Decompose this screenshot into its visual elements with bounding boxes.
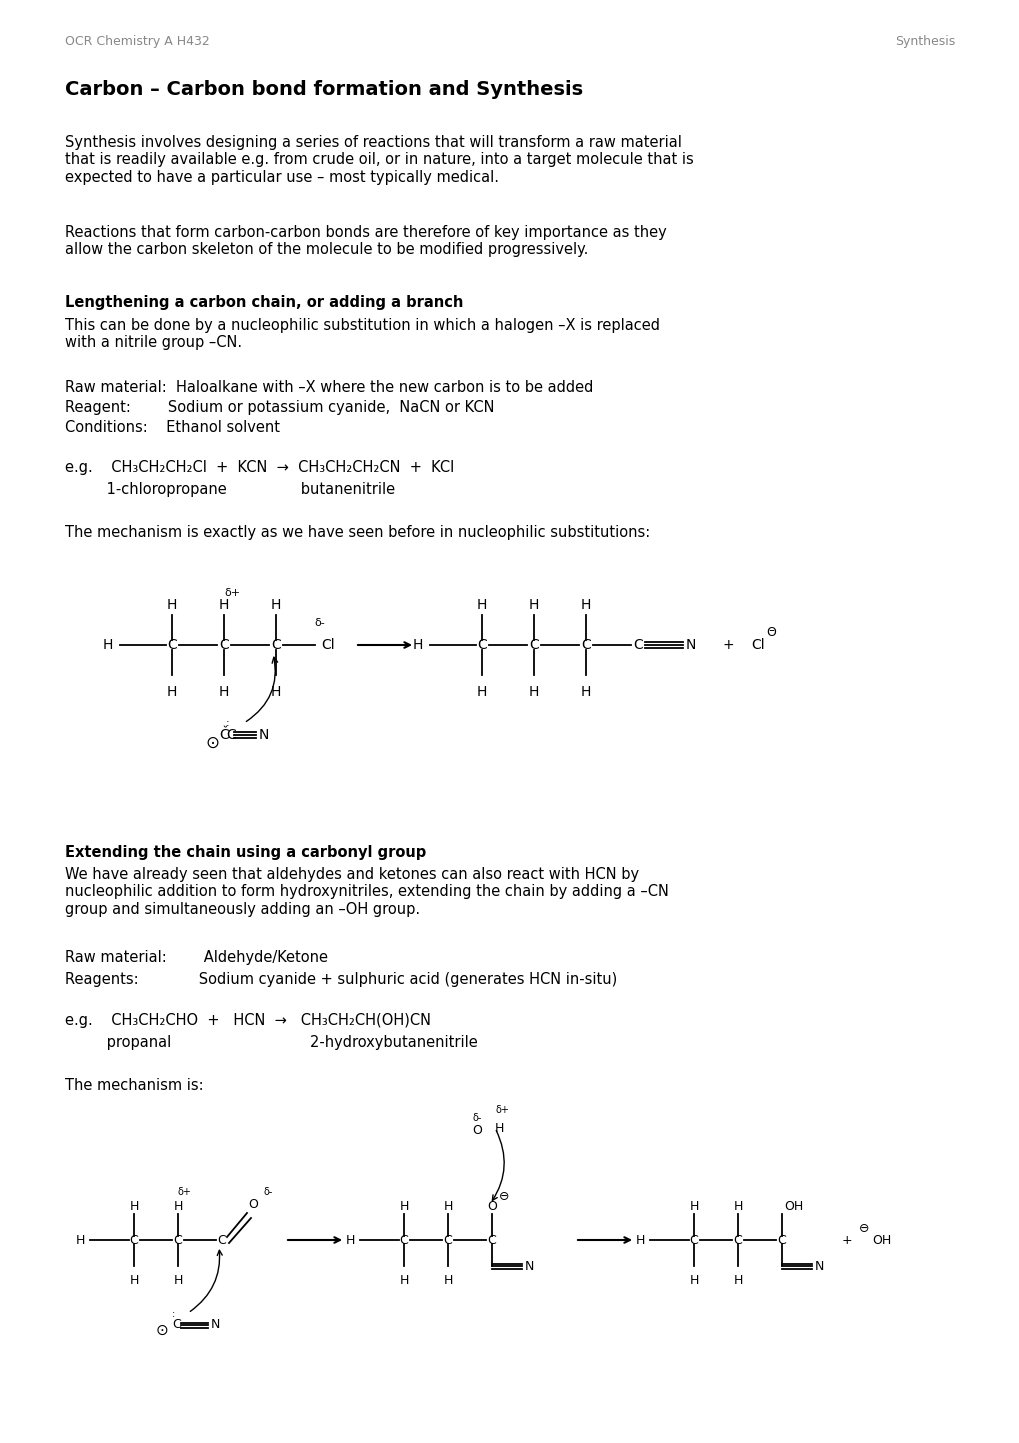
Text: Conditions:    Ethanol solvent: Conditions: Ethanol solvent bbox=[65, 420, 280, 434]
Text: Synthesis involves designing a series of reactions that will transform a raw mat: Synthesis involves designing a series of… bbox=[65, 136, 693, 185]
Text: C: C bbox=[581, 638, 590, 652]
Text: H: H bbox=[129, 1199, 139, 1212]
Text: H: H bbox=[413, 638, 423, 652]
Text: OCR Chemistry A H432: OCR Chemistry A H432 bbox=[65, 35, 210, 48]
Text: ⊖: ⊖ bbox=[858, 1222, 868, 1235]
Text: O: O bbox=[472, 1124, 481, 1137]
Text: H: H bbox=[271, 685, 281, 698]
Text: C: C bbox=[226, 729, 235, 742]
Text: C: C bbox=[487, 1234, 496, 1247]
FancyArrowPatch shape bbox=[246, 657, 277, 722]
Text: Raw material:  Haloalkane with –X where the new carbon is to be added: Raw material: Haloalkane with –X where t… bbox=[65, 380, 593, 395]
Text: +: + bbox=[841, 1234, 852, 1247]
Text: H: H bbox=[443, 1274, 452, 1287]
Text: H: H bbox=[271, 597, 281, 612]
Text: H: H bbox=[528, 597, 539, 612]
Text: H: H bbox=[345, 1234, 355, 1247]
Text: C: C bbox=[172, 1319, 180, 1332]
Text: Θ: Θ bbox=[765, 626, 775, 639]
Text: H: H bbox=[494, 1121, 503, 1134]
Text: δ+: δ+ bbox=[494, 1105, 508, 1115]
Text: C: C bbox=[633, 638, 642, 652]
Text: H: H bbox=[528, 685, 539, 698]
Text: N: N bbox=[525, 1260, 534, 1273]
FancyArrowPatch shape bbox=[191, 1250, 222, 1312]
Text: Carbon – Carbon bond formation and Synthesis: Carbon – Carbon bond formation and Synth… bbox=[65, 79, 583, 100]
Text: Synthesis: Synthesis bbox=[894, 35, 954, 48]
Text: C: C bbox=[529, 638, 538, 652]
FancyArrowPatch shape bbox=[492, 1130, 503, 1201]
Text: C: C bbox=[271, 638, 280, 652]
Text: OH: OH bbox=[784, 1199, 803, 1212]
Text: N: N bbox=[814, 1260, 823, 1273]
Text: C: C bbox=[689, 1234, 698, 1247]
Text: The mechanism is:: The mechanism is: bbox=[65, 1078, 204, 1092]
Text: δ-: δ- bbox=[263, 1188, 272, 1198]
Text: H: H bbox=[173, 1199, 182, 1212]
Text: OH: OH bbox=[871, 1234, 891, 1247]
Text: H: H bbox=[443, 1199, 452, 1212]
Text: C: C bbox=[733, 1234, 742, 1247]
Text: H: H bbox=[219, 597, 229, 612]
Text: Reagents:             Sodium cyanide + sulphuric acid (generates HCN in-situ): Reagents: Sodium cyanide + sulphuric aci… bbox=[65, 973, 616, 987]
Text: H: H bbox=[167, 685, 177, 698]
Text: H: H bbox=[103, 638, 113, 652]
Text: O: O bbox=[248, 1199, 258, 1212]
Text: H: H bbox=[219, 685, 229, 698]
Text: H: H bbox=[689, 1199, 698, 1212]
Text: δ+: δ+ bbox=[177, 1188, 191, 1198]
Text: Cl: Cl bbox=[750, 638, 764, 652]
Text: H: H bbox=[635, 1234, 644, 1247]
Text: H: H bbox=[167, 597, 177, 612]
Text: Reagent:        Sodium or potassium cyanide,  NaCN or KCN: Reagent: Sodium or potassium cyanide, Na… bbox=[65, 400, 494, 416]
Text: δ+: δ+ bbox=[224, 587, 239, 597]
Text: The mechanism is exactly as we have seen before in nucleophilic substitutions:: The mechanism is exactly as we have seen… bbox=[65, 525, 650, 540]
Text: H: H bbox=[580, 597, 591, 612]
Text: e.g.    CH₃CH₂CHO  +   HCN  →   CH₃CH₂CH(OH)CN: e.g. CH₃CH₂CHO + HCN → CH₃CH₂CH(OH)CN bbox=[65, 1013, 431, 1027]
Text: +: + bbox=[721, 638, 733, 652]
Text: H: H bbox=[476, 597, 487, 612]
Text: H: H bbox=[580, 685, 591, 698]
Text: C: C bbox=[477, 638, 486, 652]
Text: δ-: δ- bbox=[314, 618, 325, 628]
Text: Extending the chain using a carbonyl group: Extending the chain using a carbonyl gro… bbox=[65, 846, 426, 860]
Text: e.g.    CH₃CH₂CH₂Cl  +  KCN  →  CH₃CH₂CH₂CN  +  KCl: e.g. CH₃CH₂CH₂Cl + KCN → CH₃CH₂CH₂CN + K… bbox=[65, 460, 453, 475]
Text: C: C bbox=[167, 638, 176, 652]
Text: H: H bbox=[173, 1274, 182, 1287]
Text: C: C bbox=[173, 1234, 182, 1247]
Text: We have already seen that aldehydes and ketones can also react with HCN by
nucle: We have already seen that aldehydes and … bbox=[65, 867, 668, 916]
Text: δ-: δ- bbox=[472, 1113, 481, 1123]
Text: Raw material:        Aldehyde/Ketone: Raw material: Aldehyde/Ketone bbox=[65, 949, 328, 965]
Text: N: N bbox=[259, 729, 269, 742]
Text: N: N bbox=[211, 1319, 220, 1332]
Text: O: O bbox=[487, 1199, 496, 1212]
Text: Lengthening a carbon chain, or adding a branch: Lengthening a carbon chain, or adding a … bbox=[65, 294, 463, 310]
Text: :: : bbox=[226, 719, 229, 729]
Text: This can be done by a nucleophilic substitution in which a halogen –X is replace: This can be done by a nucleophilic subst… bbox=[65, 317, 659, 351]
Text: H: H bbox=[75, 1234, 85, 1247]
Text: H: H bbox=[398, 1274, 409, 1287]
Text: H: H bbox=[398, 1199, 409, 1212]
Text: C: C bbox=[219, 638, 228, 652]
Text: Cl: Cl bbox=[321, 638, 335, 652]
Text: H: H bbox=[733, 1274, 742, 1287]
Text: C: C bbox=[399, 1234, 408, 1247]
Text: H: H bbox=[733, 1199, 742, 1212]
Text: :: : bbox=[172, 1309, 175, 1319]
Text: N: N bbox=[686, 638, 696, 652]
Text: H: H bbox=[476, 685, 487, 698]
Text: Reactions that form carbon-carbon bonds are therefore of key importance as they
: Reactions that form carbon-carbon bonds … bbox=[65, 225, 666, 257]
Text: propanal                              2-hydroxybutanenitrile: propanal 2-hydroxybutanenitrile bbox=[65, 1035, 477, 1051]
Text: H: H bbox=[689, 1274, 698, 1287]
Text: C: C bbox=[129, 1234, 139, 1247]
Text: Č: Č bbox=[219, 729, 228, 742]
Text: C: C bbox=[776, 1234, 786, 1247]
Text: C: C bbox=[443, 1234, 452, 1247]
Text: ⊙: ⊙ bbox=[205, 734, 219, 752]
Text: ⊙: ⊙ bbox=[155, 1322, 168, 1338]
Text: C: C bbox=[217, 1234, 226, 1247]
Text: ⊖: ⊖ bbox=[498, 1189, 508, 1202]
Text: H: H bbox=[129, 1274, 139, 1287]
Text: 1-chloropropane                butanenitrile: 1-chloropropane butanenitrile bbox=[65, 482, 394, 496]
